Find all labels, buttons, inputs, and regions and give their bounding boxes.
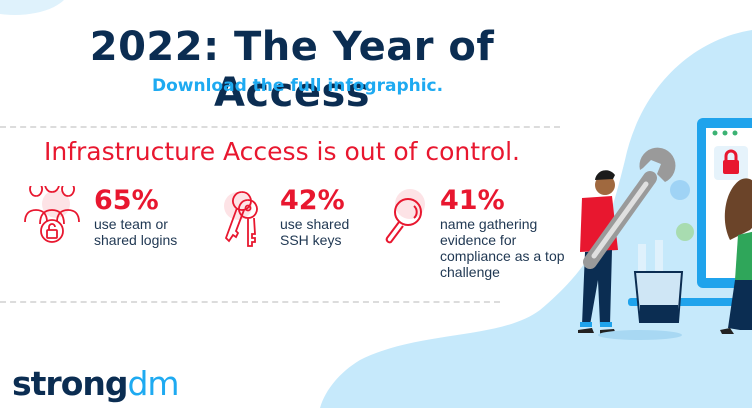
stat-percent: 42% (280, 185, 345, 216)
stat-shared-logins: 65% use team or shared logins (22, 186, 194, 248)
strongdm-logo: strongdm (12, 364, 180, 403)
stat-ssh-keys: 42% use shared SSH keys (222, 186, 370, 248)
section-subtitle: Infrastructure Access is out of control. (44, 137, 521, 166)
stat-description: name gathering evidence for compliance a… (440, 216, 565, 280)
magnifier-icon (382, 186, 430, 248)
logo-dm: dm (127, 364, 179, 403)
stat-compliance: 41% name gathering evidence for complian… (382, 186, 570, 280)
stat-percent: 65% (94, 185, 159, 216)
divider-top (0, 126, 560, 128)
stat-percent: 41% (440, 185, 505, 216)
keys-icon (222, 186, 270, 248)
users-lock-icon (22, 186, 84, 248)
divider-bottom (0, 301, 500, 303)
stat-description: use team or shared logins (94, 216, 178, 248)
stat-description: use shared SSH keys (280, 216, 350, 248)
download-infographic-link[interactable]: Download the full infographic. (152, 76, 444, 96)
page-title: 2022: The Year of Access (89, 24, 495, 116)
logo-strong: strong (12, 364, 128, 403)
